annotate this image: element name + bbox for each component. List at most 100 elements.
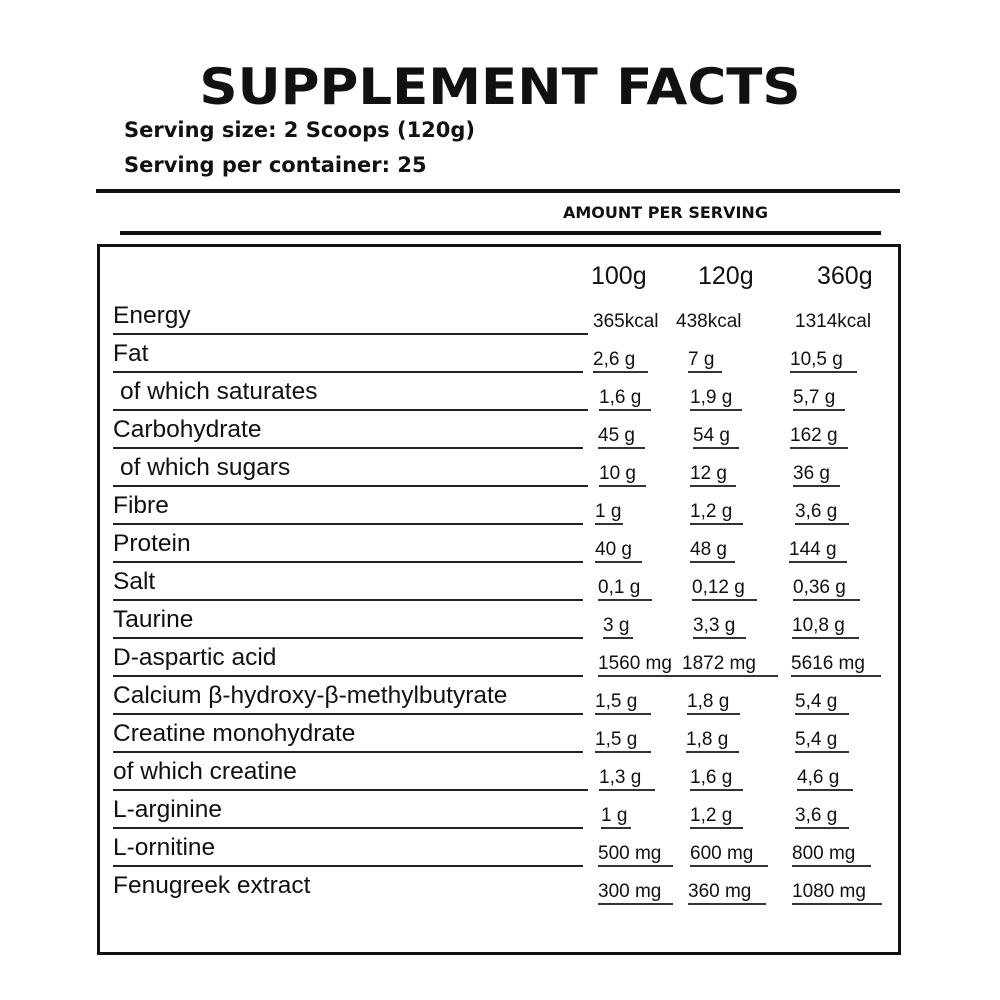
row-divider	[113, 371, 583, 373]
value-underline	[791, 675, 881, 677]
nutrient-name: Fenugreek extract	[113, 872, 311, 899]
row-divider	[113, 827, 583, 829]
value-underline	[690, 485, 736, 487]
value-cell: 500 mg	[598, 843, 662, 864]
value-underline	[690, 789, 743, 791]
facts-table	[97, 244, 901, 955]
value-underline	[598, 865, 673, 867]
value-cell: 10,5 g	[790, 349, 843, 370]
value-cell: 1 g	[595, 501, 622, 522]
value-underline	[595, 713, 651, 715]
value-cell: 800 mg	[792, 843, 856, 864]
value-cell: 3,3 g	[693, 615, 736, 636]
value-underline	[797, 789, 853, 791]
value-cell: 3,6 g	[795, 501, 838, 522]
value-cell: 1,8 g	[687, 691, 730, 712]
row-divider	[113, 523, 583, 525]
value-cell: 0,1 g	[598, 577, 641, 598]
header-rule	[120, 231, 881, 235]
value-underline	[595, 523, 623, 525]
nutrient-name: of which saturates	[120, 378, 318, 405]
value-cell: 4,6 g	[797, 767, 840, 788]
value-underline	[598, 903, 673, 905]
value-cell: 438kcal	[676, 311, 742, 332]
table-row: Protein 40 g 48 g 144 g	[0, 528, 1000, 566]
value-cell: 7 g	[688, 349, 715, 370]
row-divider	[113, 789, 588, 791]
row-divider	[113, 751, 583, 753]
value-cell: 365kcal	[593, 311, 659, 332]
top-rule	[96, 189, 900, 193]
table-row: Fat 2,6 g 7 g 10,5 g	[0, 338, 1000, 376]
table-row: of which sugars 10 g 12 g 36 g	[0, 452, 1000, 490]
row-divider	[113, 485, 588, 487]
row-divider	[113, 675, 583, 677]
value-underline	[793, 409, 845, 411]
value-cell: 54 g	[693, 425, 730, 446]
value-cell: 360 mg	[688, 881, 752, 902]
value-cell: 1,2 g	[690, 501, 733, 522]
value-underline	[599, 409, 651, 411]
column-header-120g: 120g	[698, 262, 754, 290]
value-underline	[795, 713, 849, 715]
value-underline	[795, 751, 849, 753]
value-underline	[789, 561, 847, 563]
nutrient-name: Energy	[113, 302, 191, 329]
value-underline	[686, 751, 739, 753]
table-row: Creatine monohydrate 1,5 g 1,8 g 5,4 g	[0, 718, 1000, 756]
value-cell: 45 g	[598, 425, 635, 446]
value-underline	[693, 447, 739, 449]
nutrient-name: Taurine	[113, 606, 194, 633]
table-row: Salt 0,1 g 0,12 g 0,36 g	[0, 566, 1000, 604]
value-cell: 3,6 g	[795, 805, 838, 826]
value-underline	[792, 903, 882, 905]
value-underline	[601, 827, 631, 829]
table-row: L-arginine 1 g 1,2 g 3,6 g	[0, 794, 1000, 832]
nutrient-name: L-ornitine	[113, 834, 216, 861]
value-underline	[692, 599, 757, 601]
value-cell: 1,3 g	[599, 767, 642, 788]
value-cell: 5,4 g	[795, 729, 838, 750]
value-cell: 48 g	[690, 539, 727, 560]
row-divider	[113, 637, 583, 639]
column-header-100g: 100g	[591, 262, 647, 290]
table-row: Energy 365kcal 438kcal 1314kcal	[0, 300, 1000, 338]
nutrient-name: Fibre	[113, 492, 169, 519]
value-underline	[598, 447, 645, 449]
value-cell: 1314kcal	[795, 311, 872, 332]
value-underline	[690, 409, 742, 411]
value-underline	[603, 637, 633, 639]
table-row: Taurine 3 g 3,3 g 10,8 g	[0, 604, 1000, 642]
nutrient-name: Calcium β-hydroxy-β-methylbutyrate	[113, 682, 508, 709]
value-cell: 3 g	[603, 615, 630, 636]
value-cell: 162 g	[790, 425, 838, 446]
value-underline	[595, 751, 651, 753]
value-underline	[793, 599, 860, 601]
value-cell: 1080 mg	[792, 881, 866, 902]
servings-per-container: Serving per container: 25	[124, 153, 427, 177]
value-cell: 1,5 g	[595, 691, 638, 712]
table-row: D-aspartic acid 1560 mg 1872 mg 5616 mg	[0, 642, 1000, 680]
value-underline	[690, 523, 743, 525]
value-underline	[795, 523, 849, 525]
value-cell: 5,4 g	[795, 691, 838, 712]
row-divider	[113, 409, 588, 411]
row-divider	[113, 713, 583, 715]
row-divider	[113, 333, 588, 335]
value-cell: 1,5 g	[595, 729, 638, 750]
value-underline	[795, 827, 849, 829]
value-underline	[688, 371, 722, 373]
nutrient-name: Protein	[113, 530, 191, 557]
value-cell: 1,8 g	[686, 729, 729, 750]
table-row: Carbohydrate 45 g 54 g 162 g	[0, 414, 1000, 452]
row-divider	[113, 561, 583, 563]
value-cell: 36 g	[793, 463, 830, 484]
value-cell: 1,9 g	[690, 387, 733, 408]
value-underline	[593, 371, 648, 373]
value-cell: 300 mg	[598, 881, 662, 902]
table-row: Fenugreek extract 300 mg 360 mg 1080 mg	[0, 870, 1000, 908]
value-cell: 1872 mg	[682, 653, 756, 674]
nutrient-name: L-arginine	[113, 796, 222, 823]
value-cell: 5,7 g	[793, 387, 836, 408]
row-divider	[113, 865, 583, 867]
